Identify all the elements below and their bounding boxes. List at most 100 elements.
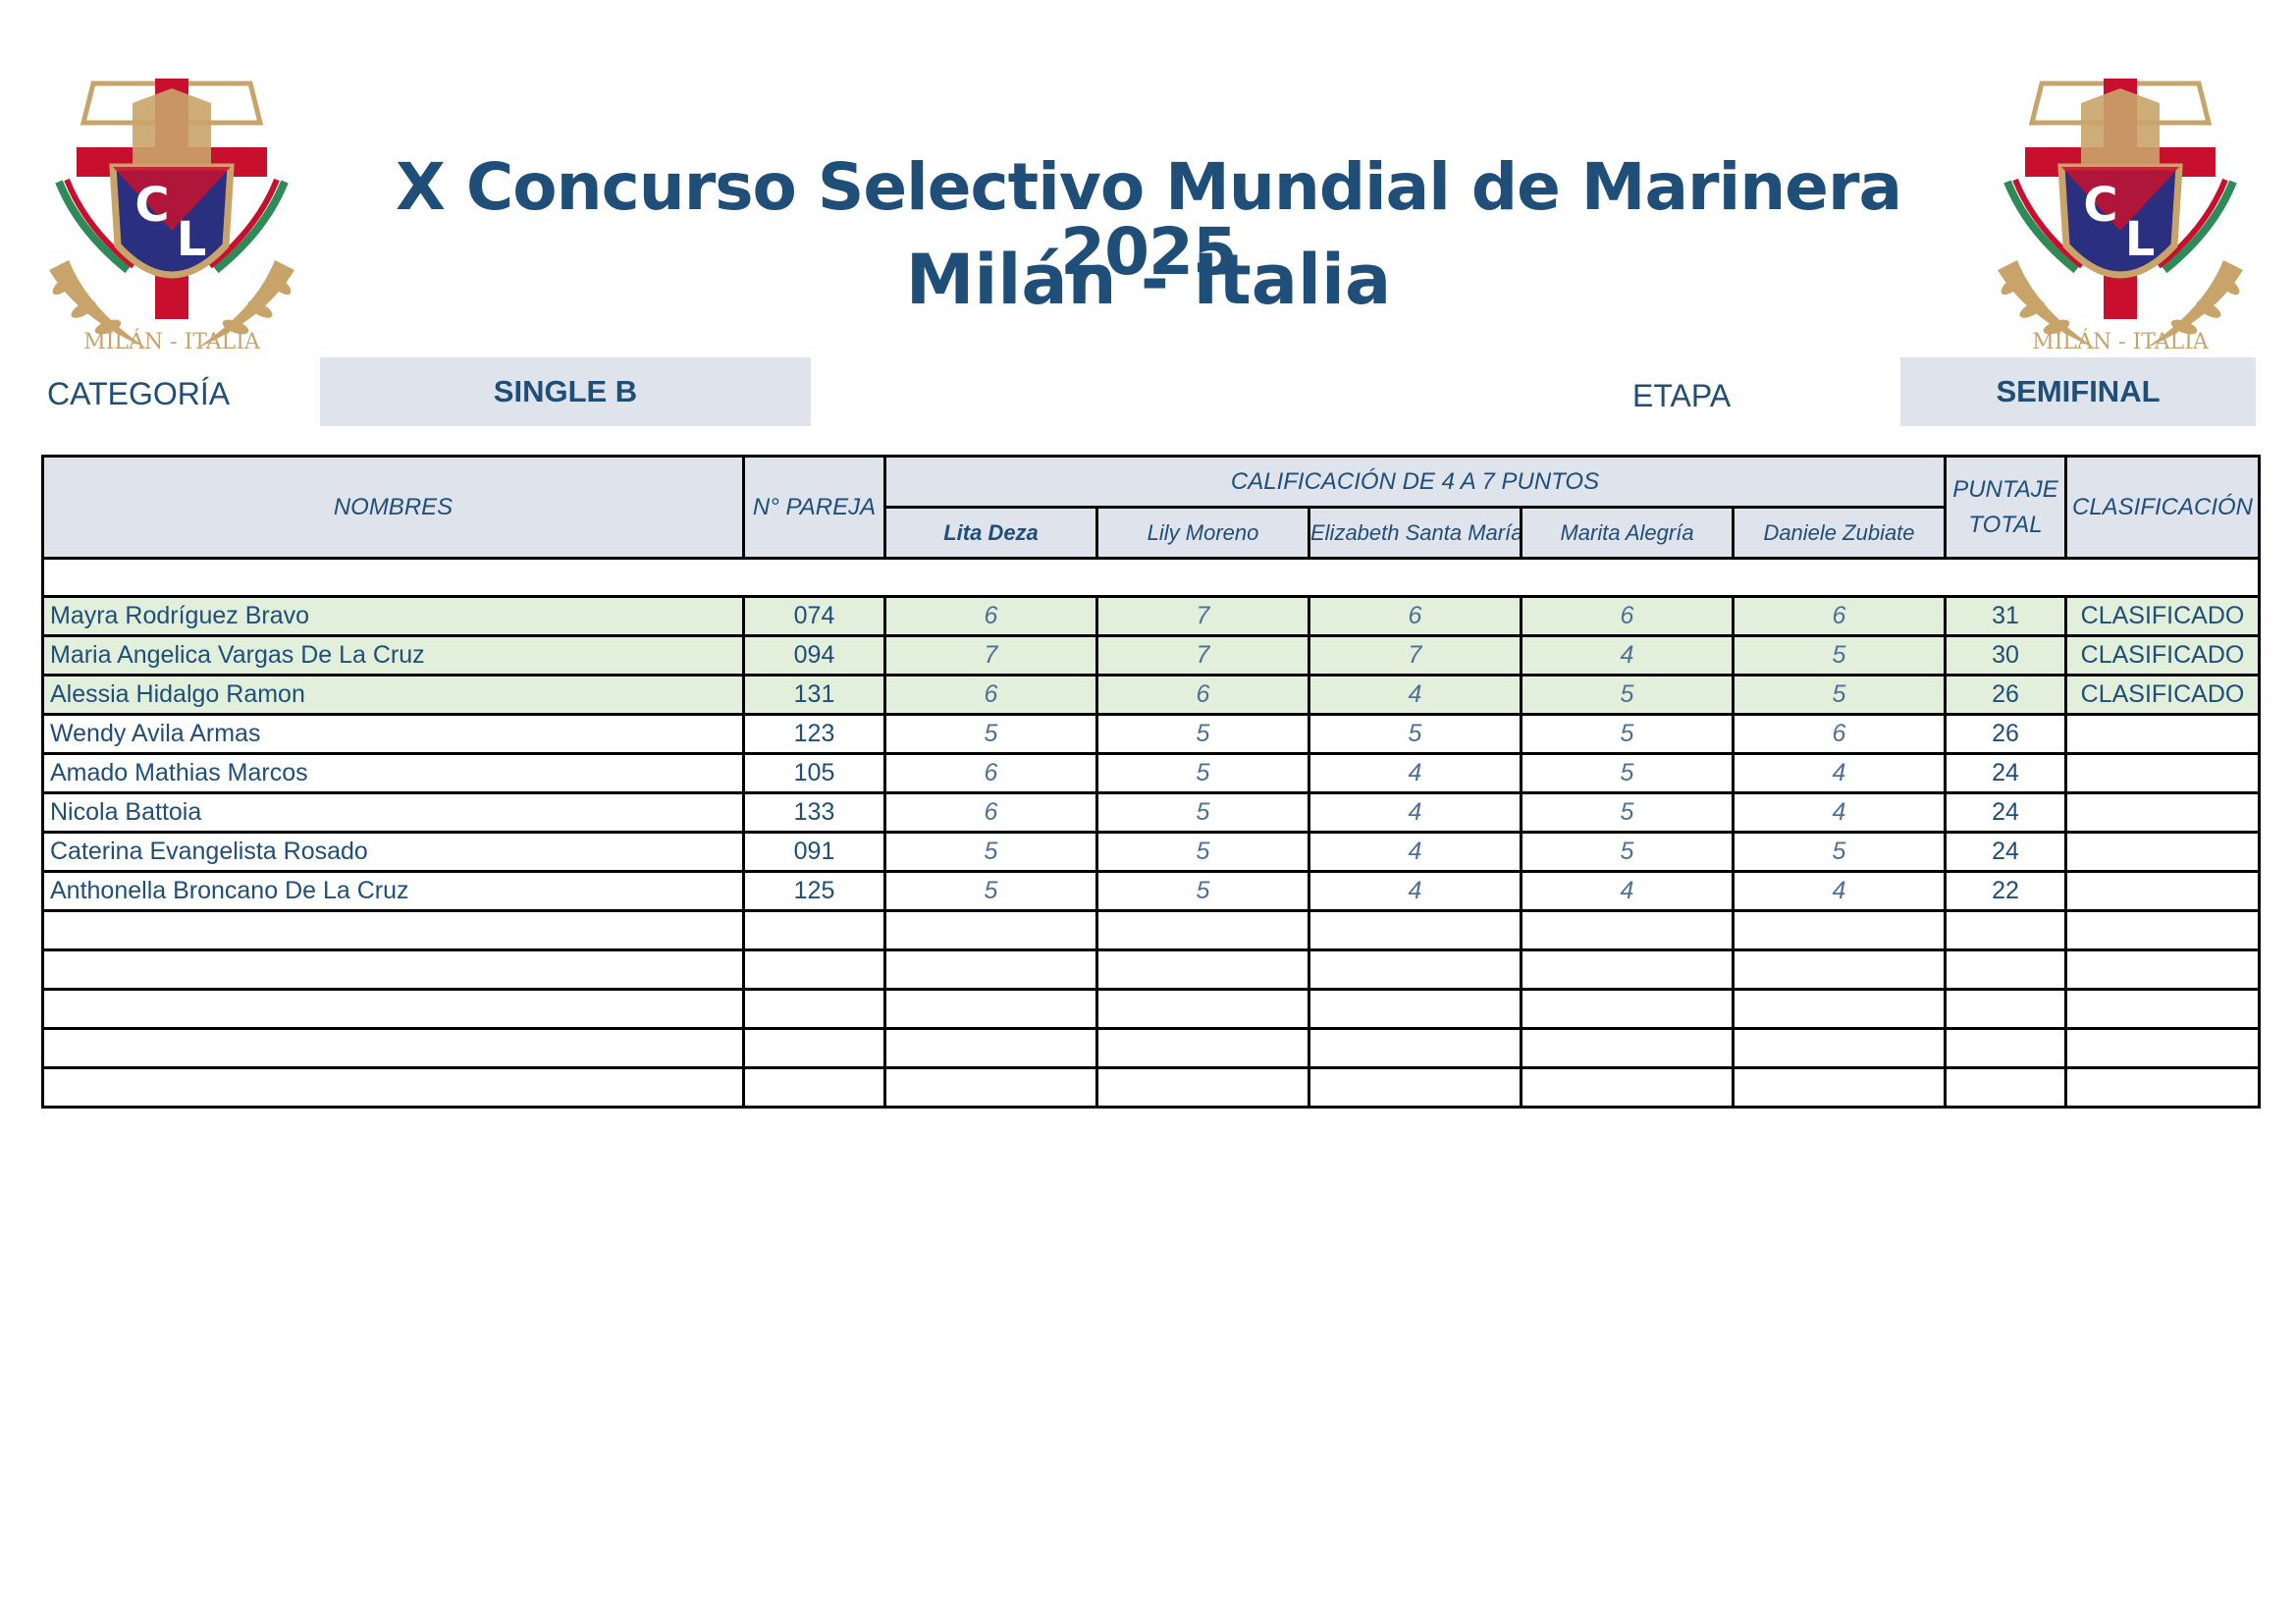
judge-score: 7 bbox=[1095, 634, 1310, 677]
judge-score: 5 bbox=[1095, 752, 1310, 794]
judge-score: 6 bbox=[1095, 674, 1310, 716]
results-table: NOMBRES N° PAREJA CALIFICACIÓN DE 4 A 7 … bbox=[41, 455, 2261, 1109]
contestant-name: Alessia Hidalgo Ramon bbox=[41, 674, 745, 716]
judge-score: 5 bbox=[1095, 870, 1310, 912]
judge-score bbox=[1520, 948, 1735, 991]
col-header-nombres: NOMBRES bbox=[41, 455, 745, 560]
categoria-label: CATEGORÍA bbox=[47, 376, 231, 411]
etapa-value: SEMIFINAL bbox=[1900, 357, 2256, 426]
etapa-label: ETAPA bbox=[1632, 378, 1732, 413]
crest-laurels-icon bbox=[49, 260, 294, 349]
judge-score bbox=[1520, 1066, 1735, 1109]
pareja-number: 123 bbox=[742, 713, 886, 755]
table-row: Maria Angelica Vargas De La Cruz 094 7 7 7 4 5… bbox=[41, 634, 2261, 677]
judge-score: 5 bbox=[1095, 791, 1310, 834]
contestant-name: Anthonella Broncano De La Cruz bbox=[41, 870, 745, 912]
pareja-number: 105 bbox=[742, 752, 886, 794]
judge-header: Lita Deza bbox=[883, 506, 1098, 560]
puntaje-total: 24 bbox=[1944, 791, 2067, 834]
judge-score: 4 bbox=[1732, 870, 1947, 912]
judge-score: 5 bbox=[1732, 634, 1947, 677]
judge-score: 5 bbox=[883, 831, 1098, 873]
crest-letter-c: C bbox=[134, 178, 169, 233]
crest-letter-c: C bbox=[2083, 178, 2117, 233]
judge-score: 7 bbox=[883, 634, 1098, 677]
judge-score bbox=[883, 909, 1098, 951]
crest-letter-l: L bbox=[177, 212, 207, 267]
pareja-number: 074 bbox=[742, 595, 886, 637]
judge-score: 7 bbox=[1308, 634, 1522, 677]
judge-score bbox=[1732, 988, 1947, 1030]
judge-score bbox=[1732, 948, 1947, 991]
pareja-number: 131 bbox=[742, 674, 886, 716]
judge-score: 6 bbox=[883, 595, 1098, 637]
club-logo-right: C L MILÁN - ITALIA bbox=[1998, 79, 2243, 354]
contestant-name: Nicola Battoia bbox=[41, 791, 745, 834]
judge-score bbox=[1520, 909, 1735, 951]
page-subtitle: Milán - Italia bbox=[905, 240, 1392, 320]
table-row bbox=[41, 948, 2261, 991]
judge-score bbox=[1095, 1066, 1310, 1109]
contestant-name: Wendy Avila Armas bbox=[41, 713, 745, 755]
judge-score: 5 bbox=[1520, 831, 1735, 873]
judge-score: 6 bbox=[1732, 595, 1947, 637]
judge-score bbox=[1308, 1027, 1522, 1069]
pareja-number bbox=[742, 988, 886, 1030]
puntaje-total: 26 bbox=[1944, 674, 2067, 716]
judge-score: 6 bbox=[883, 791, 1098, 834]
judge-score: 4 bbox=[1732, 791, 1947, 834]
judge-score: 5 bbox=[1732, 831, 1947, 873]
puntaje-total bbox=[1944, 1066, 2067, 1109]
clasificacion-status bbox=[2064, 1027, 2261, 1069]
judge-score bbox=[1732, 1027, 1947, 1069]
puntaje-total: 24 bbox=[1944, 752, 2067, 794]
judge-score: 4 bbox=[1520, 870, 1735, 912]
judge-score bbox=[883, 948, 1098, 991]
clasificacion-status bbox=[2064, 831, 2261, 873]
logo-caption: MILÁN - ITALIA bbox=[2032, 328, 2210, 354]
contestant-name bbox=[41, 909, 745, 951]
judge-score bbox=[1520, 1027, 1735, 1069]
clasificacion-status: CLASIFICADO bbox=[2064, 674, 2261, 716]
clasificacion-status bbox=[2064, 752, 2261, 794]
judge-score: 4 bbox=[1308, 831, 1522, 873]
judge-score bbox=[883, 1027, 1098, 1069]
judge-score bbox=[883, 1066, 1098, 1109]
judge-header: Elizabeth Santa María bbox=[1308, 506, 1522, 560]
categoria-value: SINGLE B bbox=[320, 357, 811, 426]
page-title: X Concurso Selectivo Mundial de Marinera… bbox=[395, 149, 1902, 290]
pareja-number: 094 bbox=[742, 634, 886, 677]
judge-score: 5 bbox=[883, 870, 1098, 912]
judge-header: Daniele Zubiate bbox=[1732, 506, 1947, 560]
judge-score bbox=[883, 988, 1098, 1030]
judge-score: 5 bbox=[1095, 713, 1310, 755]
judge-score: 6 bbox=[883, 752, 1098, 794]
judge-score bbox=[1095, 988, 1310, 1030]
judge-score: 4 bbox=[1308, 791, 1522, 834]
judge-score bbox=[1095, 948, 1310, 991]
clasificacion-status bbox=[2064, 909, 2261, 951]
table-row: Nicola Battoia 133 6 5 4 5 4 24 bbox=[41, 791, 2261, 834]
pareja-number bbox=[742, 909, 886, 951]
contestant-name: Amado Mathias Marcos bbox=[41, 752, 745, 794]
judge-score: 4 bbox=[1732, 752, 1947, 794]
contestant-name: Mayra Rodríguez Bravo bbox=[41, 595, 745, 637]
pareja-number: 125 bbox=[742, 870, 886, 912]
judge-score: 4 bbox=[1308, 752, 1522, 794]
judge-score bbox=[1308, 909, 1522, 951]
clasificacion-status bbox=[2064, 948, 2261, 991]
table-row: Caterina Evangelista Rosado 091 5 5 4 5 5 24 bbox=[41, 831, 2261, 873]
judge-score: 6 bbox=[1732, 713, 1947, 755]
judge-score: 6 bbox=[1308, 595, 1522, 637]
judge-score bbox=[1095, 1027, 1310, 1069]
puntaje-total bbox=[1944, 1027, 2067, 1069]
pareja-number bbox=[742, 948, 886, 991]
logo-caption: MILÁN - ITALIA bbox=[83, 328, 261, 354]
table-row: Wendy Avila Armas 123 5 5 5 5 6 26 bbox=[41, 713, 2261, 755]
table-row: Amado Mathias Marcos 105 6 5 4 5 4 24 bbox=[41, 752, 2261, 794]
club-logo-left: C L MILÁN - ITALIA bbox=[49, 79, 294, 354]
judge-header: Lily Moreno bbox=[1095, 506, 1310, 560]
judge-score bbox=[1308, 948, 1522, 991]
judge-score: 4 bbox=[1308, 870, 1522, 912]
clasificacion-status bbox=[2064, 988, 2261, 1030]
